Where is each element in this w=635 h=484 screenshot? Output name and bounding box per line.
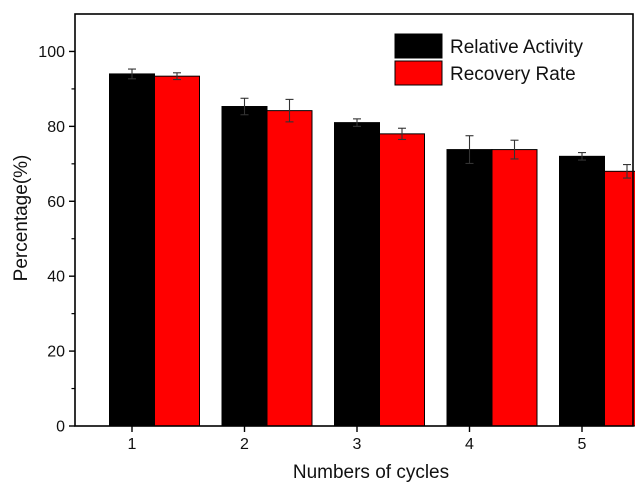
bar-relative-activity-4: [446, 149, 493, 427]
y-tick-label: 100: [38, 44, 65, 61]
y-axis-title: Percentage(%): [11, 155, 32, 282]
bar-relative-activity-2: [221, 106, 268, 427]
x-tick-label: 5: [578, 436, 587, 453]
legend-label: Relative Activity: [450, 37, 584, 58]
x-axis-title: Numbers of cycles: [293, 462, 449, 483]
bar-relative-activity-5: [559, 155, 605, 427]
bar-relative-activity-1: [109, 73, 155, 427]
plot-frame: [74, 13, 634, 427]
y-tick-label: 60: [47, 194, 65, 211]
y-tick-label: 80: [47, 119, 65, 136]
legend-swatch-recovery-rate: [394, 60, 443, 86]
bar-recovery-rate-4: [491, 149, 538, 427]
legend: Relative Activity Recovery Rate: [394, 33, 584, 86]
x-tick-label: 2: [240, 436, 249, 453]
bar-recovery-rate-5: [604, 170, 635, 427]
bar-recovery-rate-1: [154, 75, 200, 427]
y-tick-label: 0: [56, 419, 65, 436]
bar-recovery-rate-3: [379, 133, 425, 427]
error-bars-layer: [128, 68, 631, 179]
y-axis-major-ticks: [69, 50, 75, 427]
x-axis-ticks: [131, 426, 583, 432]
x-tick-label: 1: [128, 436, 137, 453]
y-tick-label: 20: [47, 344, 65, 361]
bars-layer: [109, 73, 635, 427]
x-tick-label: 4: [465, 436, 474, 453]
legend-label: Recovery Rate: [450, 64, 576, 85]
y-tick-labels: 0 20 40 60 80 100: [38, 44, 65, 436]
x-tick-label: 3: [353, 436, 362, 453]
x-tick-labels: 1 2 3 4 5: [128, 436, 587, 453]
bar-relative-activity-3: [334, 122, 380, 427]
y-tick-label: 40: [47, 269, 65, 286]
bar-recovery-rate-2: [266, 110, 313, 427]
legend-swatch-relative-activity: [394, 33, 443, 59]
